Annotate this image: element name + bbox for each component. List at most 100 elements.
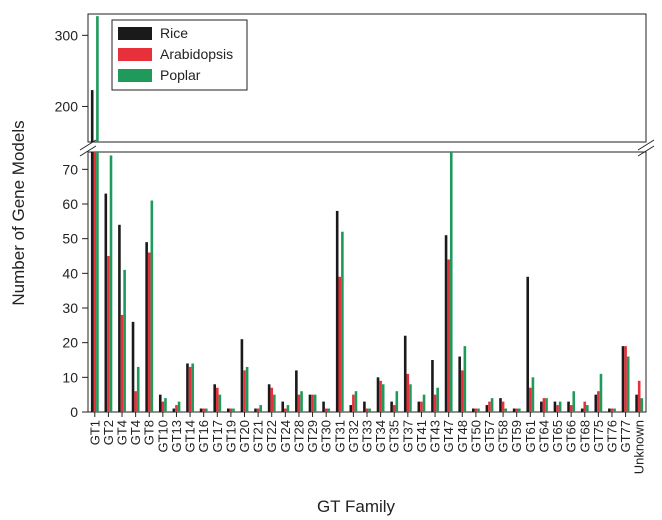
x-tick-label: GT75	[591, 420, 606, 453]
legend: Rice Arabidopsis Poplar	[111, 19, 248, 91]
bar-poplar	[409, 384, 412, 412]
bar-arabidopsis	[338, 276, 342, 412]
bar-rice	[145, 242, 148, 412]
bar-rice	[363, 401, 366, 412]
bar-rice	[621, 346, 625, 412]
bar-poplar	[545, 398, 548, 412]
bar-arabidopsis	[161, 401, 165, 412]
bar-arabidopsis	[270, 387, 274, 412]
x-tick-label: GT76	[604, 420, 619, 453]
bar-poplar	[313, 394, 317, 412]
bar-poplar	[640, 398, 644, 412]
bar-arabidopsis	[188, 366, 192, 412]
bar-rice	[308, 394, 312, 412]
bar-poplar	[109, 155, 113, 412]
bar-arabidopsis	[284, 408, 287, 412]
bar-poplar	[164, 398, 167, 412]
bar-rice	[104, 193, 108, 412]
x-tick-label: GT33	[360, 420, 375, 453]
x-tick-label: GT24	[278, 420, 293, 453]
bar-poplar	[354, 391, 358, 412]
x-tick-label: GT22	[264, 420, 279, 453]
bar-arabidopsis	[460, 370, 464, 412]
bar-arabidopsis	[256, 408, 260, 412]
bar-arabidopsis	[365, 408, 369, 412]
x-tick-label: GT48	[455, 420, 470, 453]
legend-label-arabidopsis: Arabidopsis	[160, 46, 233, 62]
bar-arabidopsis	[637, 380, 641, 412]
bar-arabidopsis	[243, 370, 246, 412]
bar-rice	[335, 210, 339, 412]
bar-poplar	[123, 269, 126, 412]
bar-poplar	[436, 387, 439, 412]
x-tick-label: GT59	[509, 420, 524, 453]
bar-arabidopsis-lower	[93, 152, 97, 412]
y-axis-title: Number of Gene Models	[9, 120, 28, 305]
bar-poplar	[558, 401, 562, 412]
bar-poplar	[259, 405, 263, 412]
x-tick-label: GT13	[169, 420, 184, 453]
bar-poplar	[191, 363, 194, 412]
bar-poplar	[204, 408, 208, 412]
x-tick-label: GT77	[618, 420, 633, 453]
bar-poplar	[218, 394, 222, 412]
bar-rice	[499, 398, 502, 412]
legend-swatch-poplar	[118, 69, 152, 82]
bar-poplar	[449, 152, 453, 412]
y-tick-label: 300	[55, 27, 79, 43]
bar-poplar	[177, 401, 181, 412]
bar-rice	[349, 405, 353, 412]
bar-arabidopsis	[215, 387, 219, 412]
bar-arabidopsis	[556, 405, 559, 412]
legend-label-rice: Rice	[160, 25, 188, 41]
x-tick-label: GT29	[305, 420, 320, 453]
bar-poplar	[300, 391, 303, 412]
x-tick-label: GT35	[387, 420, 402, 453]
bar-arabidopsis	[447, 259, 450, 412]
bar-arabidopsis	[474, 408, 478, 412]
x-tick-label: GT17	[210, 420, 225, 453]
bar-poplar	[341, 231, 344, 412]
bar-rice	[281, 401, 285, 412]
x-tick-label: GT57	[482, 420, 497, 453]
bar-rice	[254, 408, 257, 412]
bar-arabidopsis	[120, 314, 124, 412]
bar-poplar	[599, 373, 603, 412]
x-tick-label: GT34	[373, 420, 388, 453]
bar-arabidopsis	[569, 405, 573, 412]
x-tick-label: GT58	[496, 420, 511, 453]
x-tick-label: GT32	[346, 420, 361, 453]
x-axis: GT1GT2GT4GT4GT8GT10GT13GT14GT16GT17GT19G…	[87, 412, 647, 474]
x-tick-label: GT50	[468, 420, 483, 453]
x-tick-label: GT61	[523, 420, 538, 453]
y-tick-label: 40	[62, 265, 78, 281]
bar-poplar	[327, 408, 331, 412]
bar-rice	[580, 408, 584, 412]
bar-arabidopsis	[134, 391, 137, 412]
x-tick-label: GT30	[319, 420, 334, 453]
bar-rice-upper	[90, 90, 94, 142]
x-tick-label: GT31	[332, 420, 347, 453]
x-tick-label: GT65	[550, 420, 565, 453]
bar-arabidopsis	[420, 401, 423, 412]
bar-arabidopsis	[311, 394, 314, 412]
bar-poplar	[586, 405, 589, 412]
bar-arabidopsis	[501, 401, 505, 412]
x-axis-title: GT Family	[317, 497, 396, 516]
bar-rice	[267, 384, 271, 412]
bar-rice	[295, 370, 298, 412]
x-tick-label: GT16	[196, 420, 211, 453]
y-tick-label: 70	[62, 161, 78, 177]
bar-poplar	[572, 391, 576, 412]
x-tick-label: GT21	[251, 420, 266, 453]
bar-arabidopsis	[324, 408, 328, 412]
bar-rice	[213, 384, 216, 412]
x-tick-label: GT43	[428, 420, 443, 453]
bar-arabidopsis	[529, 387, 532, 412]
bar-rice	[608, 408, 611, 412]
bar-poplar	[136, 366, 140, 412]
bar-arabidopsis	[392, 405, 396, 412]
bar-rice	[485, 405, 489, 412]
bars-layer	[90, 16, 644, 412]
